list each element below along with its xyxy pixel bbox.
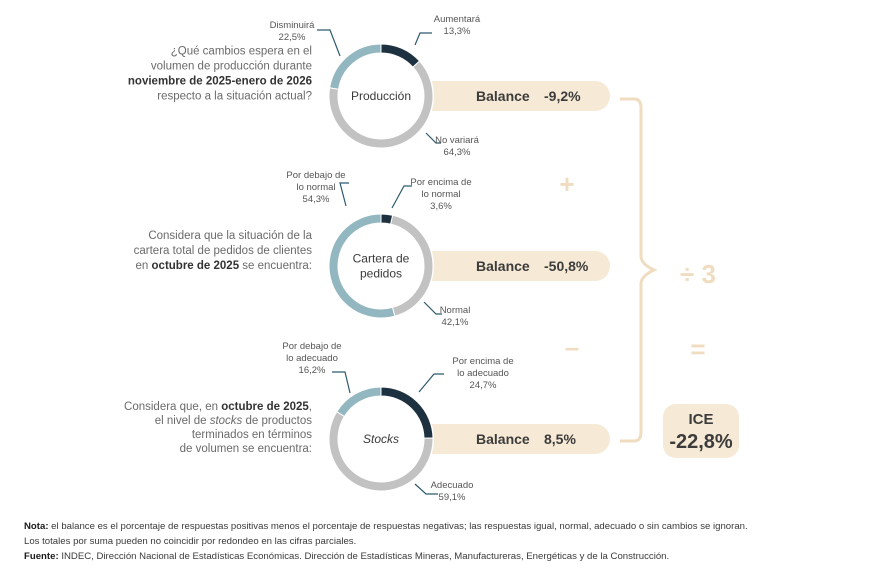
slice-label: Disminuirá bbox=[270, 20, 316, 31]
minus-operator: – bbox=[565, 332, 579, 362]
plus-operator: + bbox=[559, 169, 574, 199]
slice-value: 3,6% bbox=[430, 201, 452, 212]
ice-value: -22,8% bbox=[669, 431, 733, 453]
fuente-line: Fuente: INDEC, Dirección Nacional de Est… bbox=[24, 549, 864, 564]
balance-label: Balance bbox=[476, 258, 530, 274]
ice-box bbox=[663, 404, 739, 458]
slice-value: 64,3% bbox=[444, 147, 471, 158]
question-line: terminados en términos bbox=[192, 429, 312, 441]
question-line: en octubre de 2025 se encuentra: bbox=[136, 260, 312, 272]
question-line: respecto a la situación actual? bbox=[157, 91, 312, 103]
question-line: el nivel de stocks de productos bbox=[155, 415, 313, 427]
donut-slice bbox=[336, 386, 382, 418]
ice-label: ICE bbox=[688, 411, 713, 428]
fuente-text: INDEC, Dirección Nacional de Estadística… bbox=[58, 551, 670, 562]
question-line: cartera total de pedidos de clientes bbox=[134, 245, 313, 257]
slice-label: Normal bbox=[440, 305, 471, 316]
leader-line bbox=[317, 29, 341, 57]
leader-line bbox=[414, 32, 432, 46]
balance-label: Balance bbox=[476, 88, 530, 104]
slice-value: 16,2% bbox=[299, 365, 326, 376]
question-line: Considera que, en octubre de 2025, bbox=[124, 401, 312, 413]
leader-line bbox=[414, 483, 438, 495]
nota-label: Nota: bbox=[24, 521, 49, 532]
question-line: Considera que la situación de la bbox=[148, 230, 312, 242]
donut-base bbox=[328, 386, 434, 492]
equals-operator: = bbox=[690, 334, 705, 364]
slice-label: lo normal bbox=[296, 182, 335, 193]
donut-center-label: Stocks bbox=[363, 432, 399, 446]
leader-line bbox=[332, 371, 351, 394]
slice-value: 59,1% bbox=[439, 492, 466, 503]
balance-value: 8,5% bbox=[544, 431, 576, 447]
leader-line bbox=[425, 132, 441, 144]
balance-band bbox=[396, 81, 610, 111]
donut-center-label: Cartera de bbox=[353, 252, 410, 266]
slice-label: lo normal bbox=[421, 189, 460, 200]
slice-label: Por encima de bbox=[410, 177, 471, 188]
slice-value: 42,1% bbox=[442, 317, 469, 328]
totales-line: Los totales por suma pueden no coincidir… bbox=[24, 536, 357, 547]
footnotes: Nota: el balance es el porcentaje de res… bbox=[24, 519, 864, 564]
question-line: ¿Qué cambios espera en el bbox=[171, 46, 312, 58]
question-line: de volumen se encuentra: bbox=[180, 443, 312, 455]
donut-slice bbox=[329, 43, 382, 90]
balance-band bbox=[396, 251, 610, 281]
question-line: noviembre de 2025-enero de 2026 bbox=[128, 76, 312, 88]
slice-label: No variará bbox=[435, 135, 480, 146]
slice-value: 13,3% bbox=[444, 26, 471, 37]
divide-operator: ÷ 3 bbox=[680, 259, 716, 289]
slice-label: lo adecuado bbox=[457, 368, 509, 379]
balance-label: Balance bbox=[476, 431, 530, 447]
donut-center-label: pedidos bbox=[360, 267, 402, 281]
slice-label: Aumentará bbox=[434, 14, 481, 25]
nota-text: el balance es el porcentaje de respuesta… bbox=[48, 521, 748, 532]
donut-base bbox=[328, 43, 434, 149]
donut-base bbox=[328, 213, 434, 319]
donut-slice bbox=[328, 213, 396, 319]
leader-line bbox=[391, 185, 412, 209]
balance-value: -9,2% bbox=[544, 88, 581, 104]
slice-label: Por encima de bbox=[452, 356, 513, 367]
slice-label: Por debajo de bbox=[282, 341, 341, 352]
slice-value: 24,7% bbox=[470, 380, 497, 391]
sum-brace bbox=[620, 97, 658, 443]
slice-value: 54,3% bbox=[303, 194, 330, 205]
leader-line bbox=[339, 182, 349, 207]
question-line: volumen de producción durante bbox=[151, 61, 312, 73]
slice-value: 22,5% bbox=[279, 32, 306, 43]
leader-line bbox=[423, 301, 442, 315]
donut-center-label: Producción bbox=[351, 89, 411, 103]
nota-line: Nota: el balance es el porcentaje de res… bbox=[24, 519, 864, 534]
slice-label: Por debajo de bbox=[286, 170, 345, 181]
balance-value: -50,8% bbox=[544, 258, 589, 274]
slice-label: lo adecuado bbox=[286, 353, 338, 364]
fuente-label: Fuente: bbox=[24, 551, 59, 562]
leader-line bbox=[418, 373, 444, 393]
balance-band bbox=[396, 424, 610, 454]
slice-label: Adecuado bbox=[431, 480, 474, 491]
